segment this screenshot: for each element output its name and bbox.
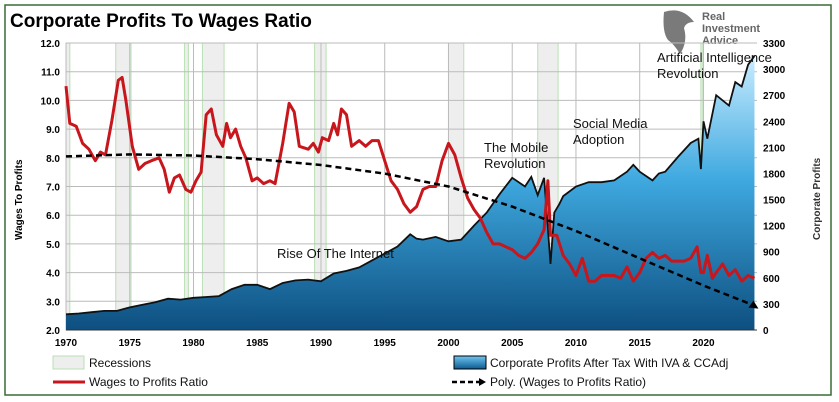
eagle-logo-icon xyxy=(663,10,694,54)
annotation-internet: Rise Of The Internet xyxy=(277,246,394,261)
x-tick-label: 2020 xyxy=(692,338,715,349)
chart-title: Corporate Profits To Wages Ratio xyxy=(10,11,312,32)
arrow-icon xyxy=(479,378,486,386)
y2-tick-label: 0 xyxy=(763,326,769,337)
x-tick-label: 1990 xyxy=(310,338,333,349)
legend: Recessions Wages to Profits Ratio Corpor… xyxy=(52,355,728,389)
y2-tick-label: 2100 xyxy=(763,143,786,154)
y-tick-label: 9.0 xyxy=(46,125,60,136)
y2-tick-label: 3300 xyxy=(763,39,786,50)
legend-recessions-swatch xyxy=(52,355,85,370)
svg-text:Investment: Investment xyxy=(702,23,760,35)
y2-tick-label: 3000 xyxy=(763,65,786,76)
ratio-line xyxy=(64,75,756,283)
y2-tick-label: 1500 xyxy=(763,196,786,207)
x-tick-label: 2015 xyxy=(629,338,652,349)
y-tick-label: 5.0 xyxy=(46,240,60,251)
annotation-social: Social Media xyxy=(573,116,648,131)
y-tick-label: 11.0 xyxy=(41,68,60,79)
x-tick-label: 1985 xyxy=(246,338,269,349)
y-axis-label: Wages To Profits xyxy=(14,159,25,240)
annotation-mobile: The Mobile xyxy=(484,140,548,155)
y2-tick-label: 900 xyxy=(763,248,780,259)
legend-profits: Corporate Profits After Tax With IVA & C… xyxy=(490,356,728,370)
legend-ratio: Wages to Profits Ratio xyxy=(89,375,208,389)
poly-trend-line xyxy=(65,153,755,307)
logo-text: Real xyxy=(702,11,725,23)
annotation-ai-2: Revolution xyxy=(657,66,718,81)
y-tick-label: 4.0 xyxy=(46,269,60,280)
x-tick-label: 1970 xyxy=(55,338,78,349)
x-tick-label: 1995 xyxy=(374,338,397,349)
annotation-social-2: Adoption xyxy=(573,132,624,147)
legend-profits-swatch xyxy=(453,355,487,370)
y-tick-label: 2.0 xyxy=(46,326,60,337)
x-tick-label: 2005 xyxy=(501,338,524,349)
y2-tick-label: 1200 xyxy=(763,222,786,233)
annotation-ai: Artificial Intelligence xyxy=(657,50,772,65)
y-tick-label: 12.0 xyxy=(41,39,61,50)
y2-axis-label: Corporate Profits xyxy=(812,157,823,240)
svg-text:Advice: Advice xyxy=(702,35,738,47)
y-tick-label: 10.0 xyxy=(41,96,61,107)
x-tick-label: 1980 xyxy=(182,338,205,349)
legend-recessions: Recessions xyxy=(89,356,151,370)
y-tick-label: 6.0 xyxy=(46,211,60,222)
trend-arrowhead-icon xyxy=(748,300,759,309)
x-tick-label: 1975 xyxy=(119,338,142,349)
y2-tick-label: 2400 xyxy=(763,117,786,128)
x-tick-label: 2000 xyxy=(437,338,460,349)
y-tick-label: 8.0 xyxy=(46,154,60,165)
x-tick-label: 2010 xyxy=(565,338,588,349)
y2-tick-label: 2700 xyxy=(763,91,786,102)
profits-line xyxy=(65,55,756,316)
annotation-mobile-2: Revolution xyxy=(484,156,545,171)
y2-tick-label: 1800 xyxy=(763,169,786,180)
y-tick-label: 3.0 xyxy=(46,297,60,308)
logo: Real Investment Advice xyxy=(663,10,760,54)
y2-tick-label: 300 xyxy=(763,300,780,311)
legend-poly: Poly. (Wages to Profits Ratio) xyxy=(490,375,646,389)
y-tick-label: 7.0 xyxy=(46,183,60,194)
y2-tick-label: 600 xyxy=(763,274,780,285)
